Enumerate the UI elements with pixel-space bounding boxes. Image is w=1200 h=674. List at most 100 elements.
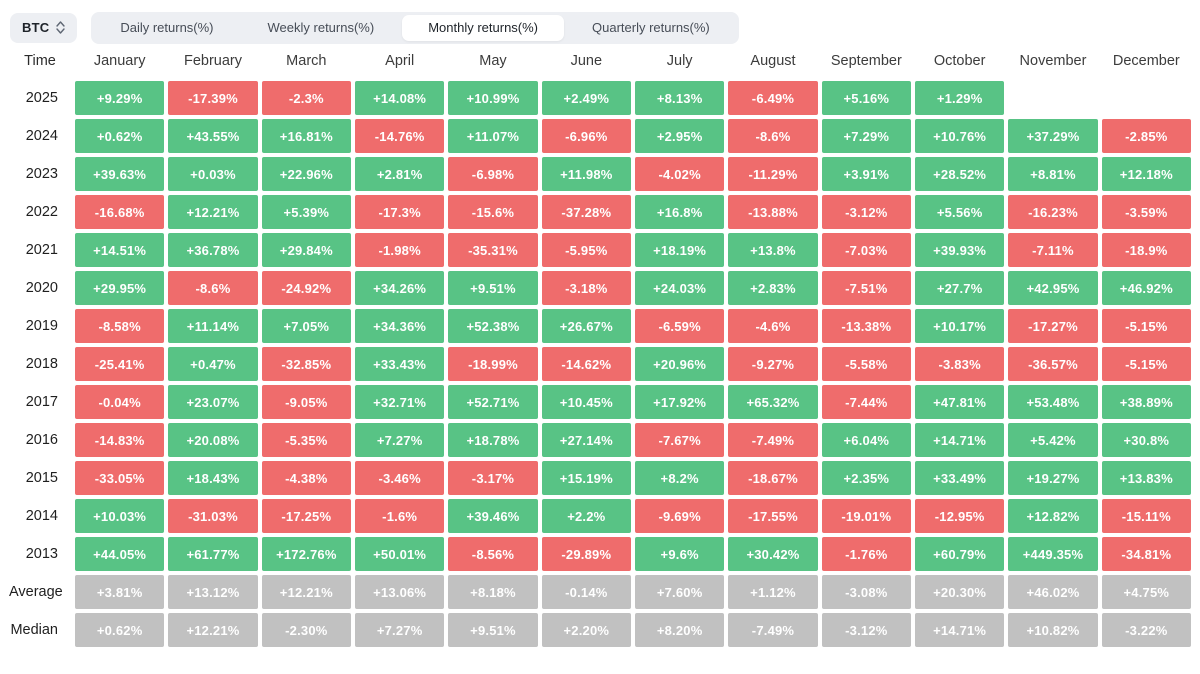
table-row: 2016 -14.83% +20.08% -5.35% +7.27% +18.78% +27… [9, 423, 1191, 457]
return-cell: +65.32% [728, 385, 818, 419]
return-cell: +52.71% [448, 385, 538, 419]
symbol-selector[interactable]: BTC [10, 12, 78, 43]
return-cell: +36.78% [168, 233, 258, 267]
return-cell: +0.47% [168, 347, 258, 381]
row-label: 2021 [25, 242, 58, 258]
return-cell: -8.6% [168, 271, 258, 305]
return-cell: +1.29% [915, 81, 1005, 115]
return-cell: -7.44% [821, 385, 911, 419]
return-cell: +22.96% [261, 157, 351, 191]
return-cell: -1.76% [821, 537, 911, 571]
return-cell: +14.71% [915, 613, 1005, 647]
return-cell: +30.8% [1101, 423, 1191, 457]
return-cell: -12.95% [915, 499, 1005, 533]
return-cell: +38.89% [1101, 385, 1191, 419]
return-cell: +3.91% [821, 157, 911, 191]
return-cell: -5.58% [821, 347, 911, 381]
tab-monthly-returns[interactable]: Monthly returns(%) [402, 14, 565, 41]
return-cell: +16.8% [635, 195, 725, 229]
tab-bar: Daily returns(%) Weekly returns(%) Monthly… [91, 11, 739, 44]
return-cell: -5.15% [1101, 347, 1191, 381]
table-row: 2015 -33.05% +18.43% -4.38% -3.46% -3.17% +15.… [9, 461, 1191, 495]
return-cell: +14.51% [75, 233, 165, 267]
return-cell: +16.81% [261, 119, 351, 153]
month-column-header: November [1019, 53, 1087, 69]
return-cell: -7.11% [1008, 233, 1098, 267]
return-cell: -5.35% [261, 423, 351, 457]
return-cell: +42.95% [1008, 271, 1098, 305]
month-header-row: Time January February March April May June July… [9, 46, 1191, 76]
return-cell: +12.18% [1101, 157, 1191, 191]
return-cell: -16.23% [1008, 195, 1098, 229]
table-row: 2023 +39.63% +0.03% +22.96% +2.81% -6.98% +11.… [9, 157, 1191, 191]
return-cell [1008, 81, 1097, 115]
return-cell: +52.38% [448, 309, 538, 343]
return-cell: +10.45% [541, 385, 631, 419]
toolbar: BTC Daily returns(%) Weekly returns(%) Mon… [0, 0, 1200, 44]
returns-table: Time January February March April May June July… [0, 44, 1200, 647]
dropdown-arrows-icon [56, 21, 66, 34]
return-cell: +7.05% [261, 309, 351, 343]
return-cell: -3.08% [821, 575, 911, 609]
return-cell: -1.98% [355, 233, 445, 267]
return-cell: +7.27% [355, 613, 445, 647]
return-cell: +33.49% [915, 461, 1005, 495]
return-cell: -3.83% [915, 347, 1005, 381]
return-cell: -17.25% [261, 499, 351, 533]
row-label: 2022 [25, 204, 58, 220]
return-cell: -17.55% [728, 499, 818, 533]
return-cell: +11.14% [168, 309, 258, 343]
return-cell: +10.03% [75, 499, 165, 533]
return-cell: +47.81% [915, 385, 1005, 419]
return-cell: -6.59% [635, 309, 725, 343]
return-cell: -32.85% [261, 347, 351, 381]
return-cell: -14.62% [541, 347, 631, 381]
return-cell: -6.49% [728, 81, 818, 115]
return-cell: -3.59% [1101, 195, 1191, 229]
return-cell: -17.3% [355, 195, 445, 229]
return-cell: +50.01% [355, 537, 445, 571]
row-label: 2016 [25, 432, 58, 448]
return-cell: +12.21% [261, 575, 351, 609]
return-cell: +37.29% [1008, 119, 1098, 153]
tab-quarterly-returns[interactable]: Quarterly returns(%) [566, 15, 736, 41]
table-row: 2022 -16.68% +12.21% +5.39% -17.3% -15.6% -37.… [9, 195, 1191, 229]
return-cell: +10.17% [915, 309, 1005, 343]
return-cell: +12.21% [168, 613, 258, 647]
return-cell: +34.36% [355, 309, 445, 343]
return-cell: +8.13% [635, 81, 725, 115]
return-cell: -8.6% [728, 119, 818, 153]
return-cell: -29.89% [541, 537, 631, 571]
return-cell [1102, 81, 1191, 115]
return-cell: -18.99% [448, 347, 538, 381]
return-cell: +5.56% [915, 195, 1005, 229]
return-cell: -19.01% [821, 499, 911, 533]
return-cell: +20.30% [915, 575, 1005, 609]
return-cell: -36.57% [1008, 347, 1098, 381]
return-cell: +11.98% [541, 157, 631, 191]
return-cell: +13.8% [728, 233, 818, 267]
return-cell: +10.82% [1008, 613, 1098, 647]
return-cell: +13.83% [1101, 461, 1191, 495]
return-cell: +17.92% [635, 385, 725, 419]
return-cell: -3.18% [541, 271, 631, 305]
return-cell: +12.21% [168, 195, 258, 229]
return-cell: -4.6% [728, 309, 818, 343]
return-cell: +9.6% [635, 537, 725, 571]
return-cell: +7.60% [635, 575, 725, 609]
return-cell: +2.49% [541, 81, 631, 115]
return-cell: -2.85% [1101, 119, 1191, 153]
table-row: 2017 -0.04% +23.07% -9.05% +32.71% +52.71% +10… [9, 385, 1191, 419]
return-cell: -25.41% [75, 347, 165, 381]
tab-weekly-returns[interactable]: Weekly returns(%) [242, 15, 401, 41]
return-cell: +34.26% [355, 271, 445, 305]
table-row: 2024 +0.62% +43.55% +16.81% -14.76% +11.07% -6… [9, 119, 1191, 153]
return-cell: -7.03% [821, 233, 911, 267]
return-cell: +8.20% [635, 613, 725, 647]
return-cell: -24.92% [261, 271, 351, 305]
return-cell: +2.83% [728, 271, 818, 305]
tab-daily-returns[interactable]: Daily returns(%) [94, 15, 239, 41]
return-cell: +53.48% [1008, 385, 1098, 419]
return-cell: -15.6% [448, 195, 538, 229]
month-column-header: December [1112, 53, 1180, 69]
